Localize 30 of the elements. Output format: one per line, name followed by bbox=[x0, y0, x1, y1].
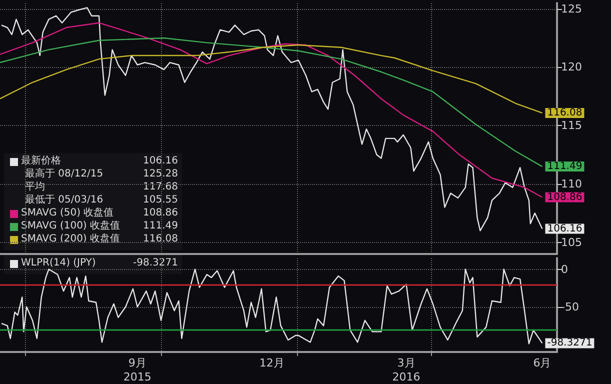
line-series bbox=[0, 37, 543, 168]
x-tick-label: 9月 2015 bbox=[123, 356, 152, 384]
x-tick-label: 6月 bbox=[533, 356, 552, 370]
data-label: 111.49 bbox=[547, 161, 582, 172]
text: 111.49 bbox=[143, 220, 178, 232]
x-tick-label: 12月 bbox=[259, 356, 284, 370]
legend-label: SMAVG (100) 收盘值 bbox=[21, 220, 120, 232]
data-label: 116.08 bbox=[547, 107, 582, 118]
text: 108.86 bbox=[143, 208, 178, 218]
y-tick-label: 125 bbox=[561, 2, 582, 16]
text: 最高于 08/12/15 125.28 bbox=[25, 168, 178, 180]
text: -98.3271 bbox=[133, 258, 178, 268]
data-label: 108.86 bbox=[547, 192, 582, 203]
legend-label: WLPR(14) (JPY) bbox=[21, 258, 96, 268]
x-tick-label: 3月 2016 bbox=[392, 356, 420, 384]
legend-label: SMAVG (50) 收盘值 bbox=[21, 206, 114, 218]
line-series bbox=[0, 268, 543, 344]
text: 116.08 bbox=[143, 234, 178, 244]
y-tick-label: 120 bbox=[561, 60, 582, 74]
y-tick-label: 0 bbox=[561, 262, 568, 276]
y-tick-label: 105 bbox=[561, 236, 582, 249]
data-label: 106.16 bbox=[547, 223, 582, 234]
line-series bbox=[0, 7, 543, 232]
text: 106.16 bbox=[143, 156, 178, 166]
line-series bbox=[0, 44, 543, 114]
text: 最低于 05/03/16 105.55 bbox=[25, 194, 178, 206]
y-tick-label: -50 bbox=[561, 300, 579, 314]
y-tick-label: 110 bbox=[561, 177, 582, 190]
y-tick-label: 115 bbox=[561, 119, 582, 132]
data-label: -98.3271 bbox=[547, 338, 592, 349]
